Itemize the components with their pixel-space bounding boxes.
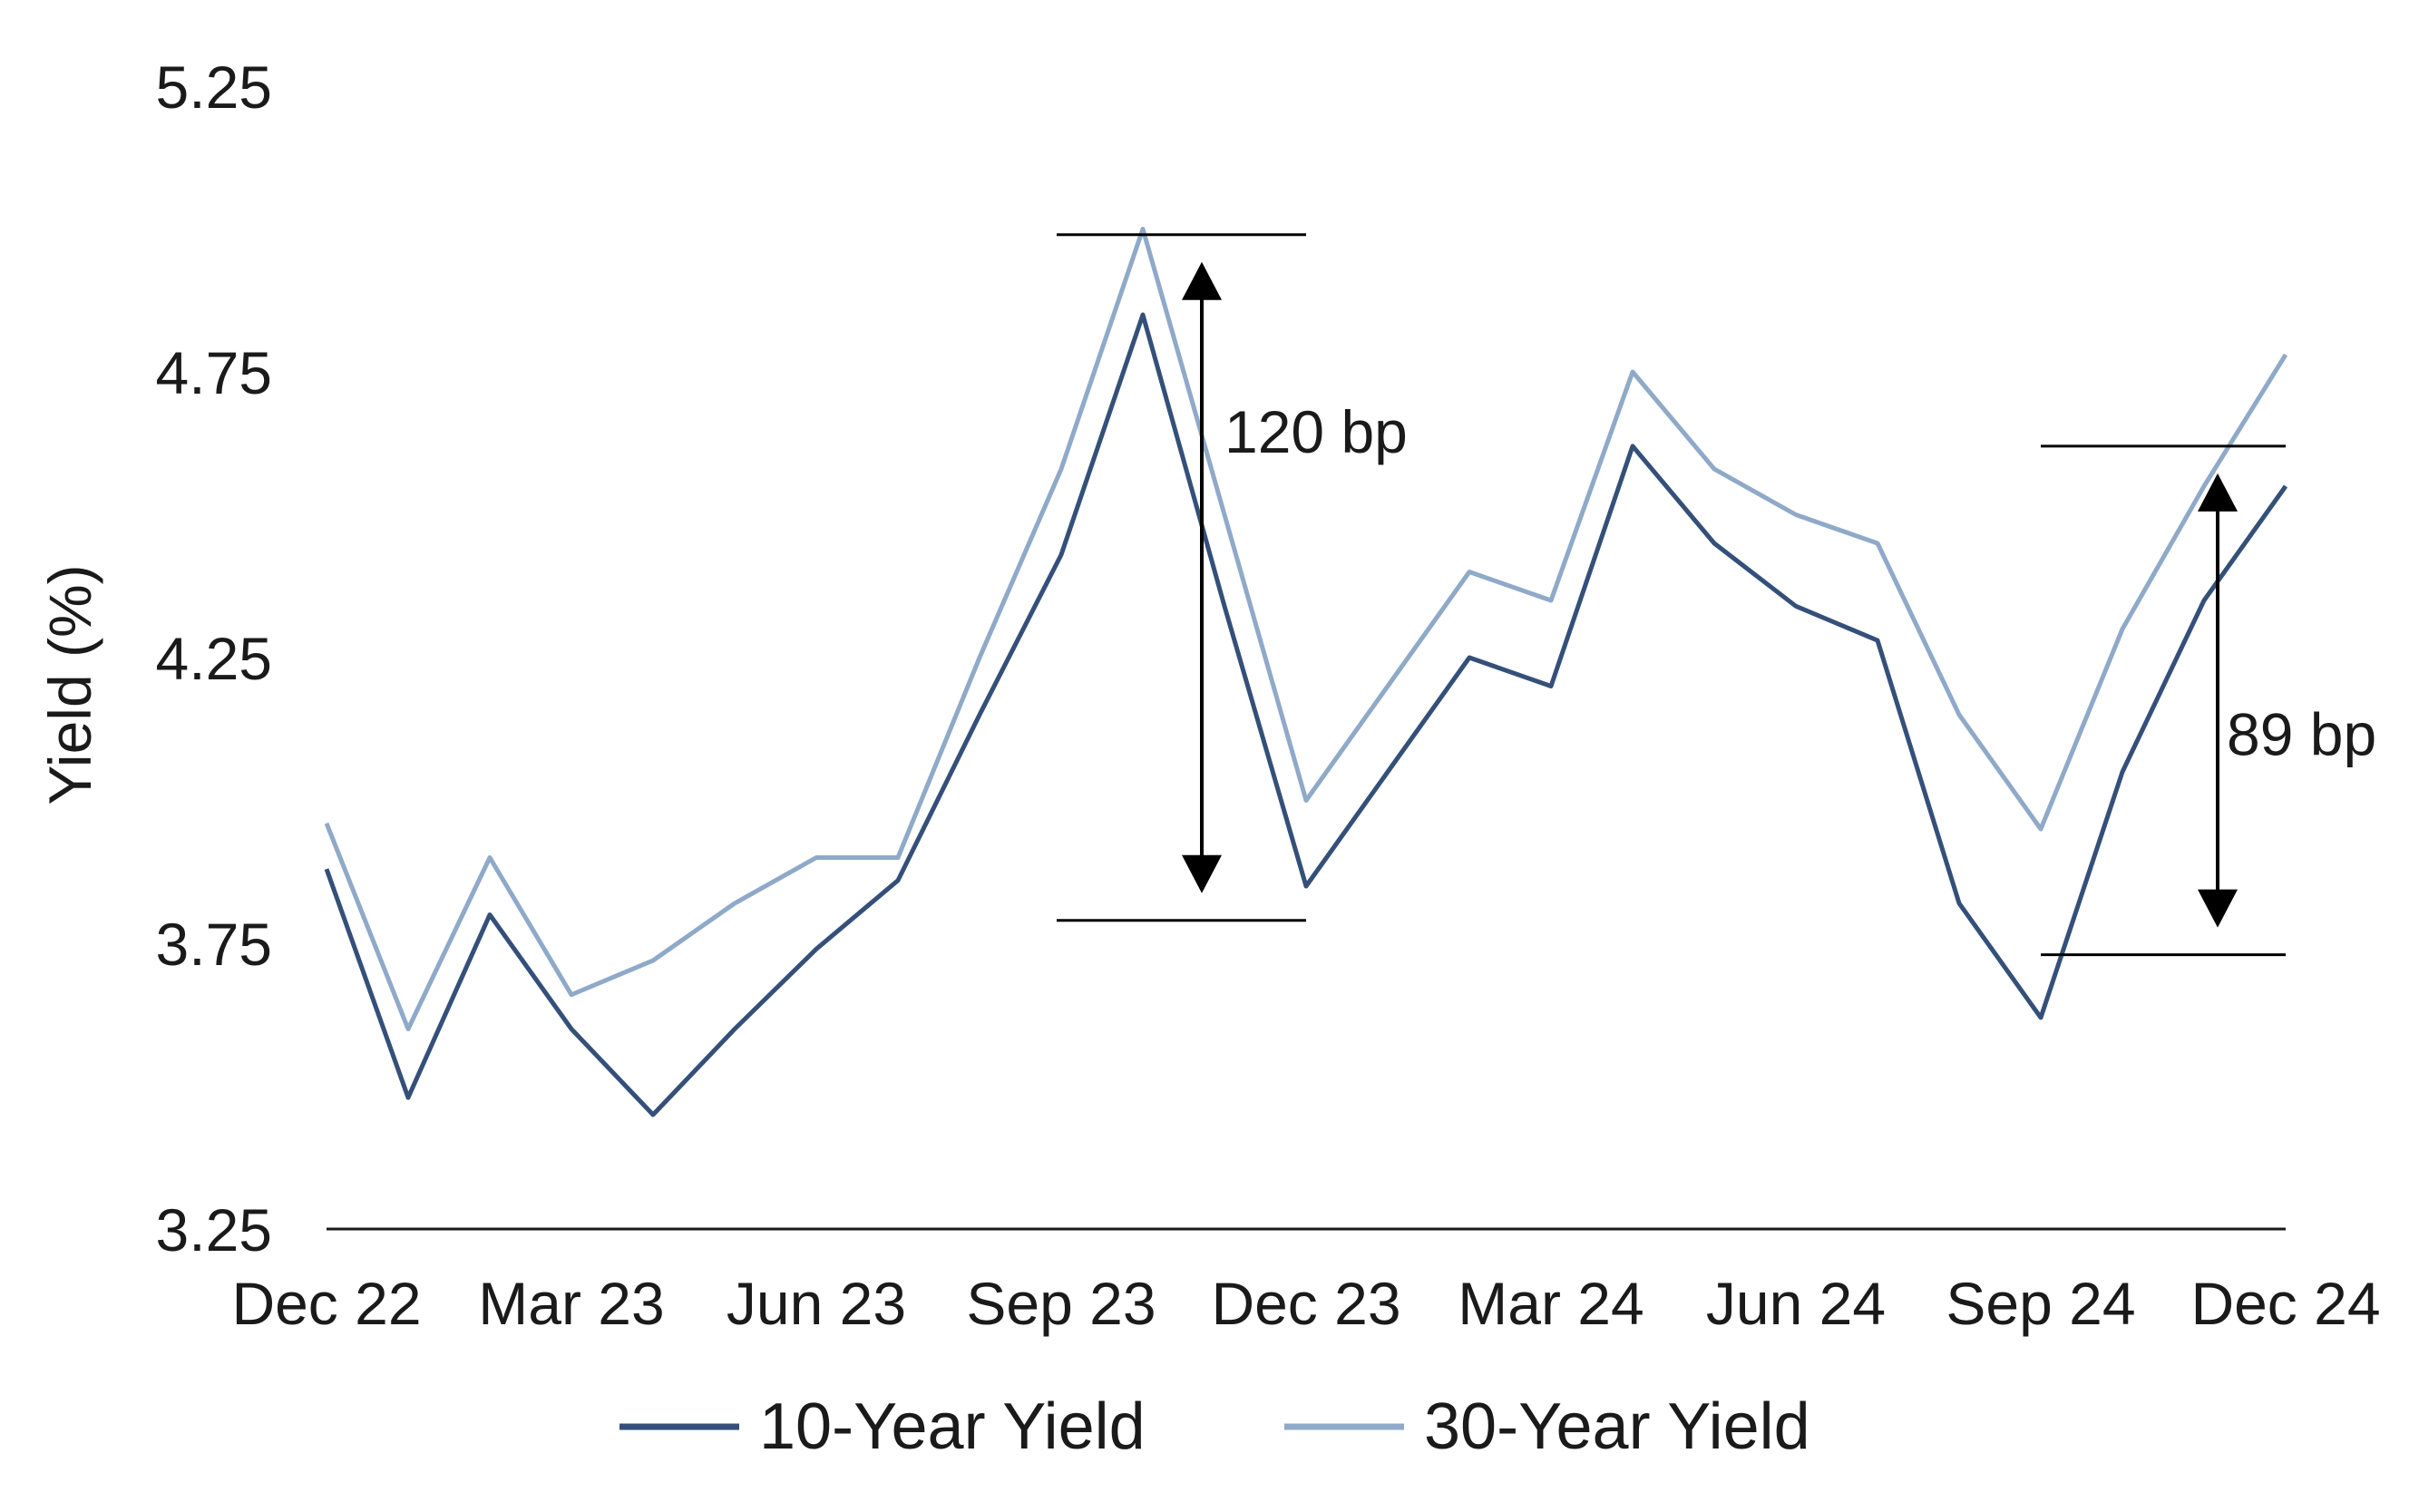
x-tick-label: Dec 23 xyxy=(1211,1270,1400,1337)
annotation-arrow-head-down xyxy=(2198,889,2238,928)
y-tick-label: 5.25 xyxy=(156,54,272,121)
x-tick-label: Sep 23 xyxy=(966,1270,1156,1337)
y-tick-label: 4.75 xyxy=(156,339,272,406)
x-tick-label: Jun 24 xyxy=(1706,1270,1886,1337)
annotation-label: 120 bp xyxy=(1224,398,1408,465)
legend-label-30-year: 30-Year Yield xyxy=(1424,1390,1810,1463)
annotation-arrow-head-up xyxy=(2198,473,2238,512)
x-tick-label: Mar 24 xyxy=(1458,1270,1644,1337)
series-line-30-year-yield xyxy=(324,227,2288,1031)
y-tick-label: 3.25 xyxy=(156,1196,272,1263)
legend-label-10-year: 10-Year Yield xyxy=(759,1390,1146,1463)
x-tick-label: Sep 24 xyxy=(1946,1270,2135,1337)
x-tick-label: Mar 23 xyxy=(478,1270,664,1337)
y-tick-label: 3.75 xyxy=(156,911,272,978)
x-tick-label: Dec 24 xyxy=(2190,1270,2380,1337)
annotation-label: 89 bp xyxy=(2227,700,2376,767)
annotation-arrow-head-down xyxy=(1182,854,1222,893)
series-line-10-year-yield xyxy=(324,312,2288,1117)
y-tick-label: 4.25 xyxy=(156,625,272,692)
annotation-arrow-head-up xyxy=(1182,261,1222,300)
x-tick-label: Dec 22 xyxy=(231,1270,421,1337)
x-tick-label: Jun 23 xyxy=(727,1270,906,1337)
legend: 10-Year Yield 30-Year Yield xyxy=(619,1390,1810,1463)
y-axis-title: Yield (%) xyxy=(36,564,103,805)
